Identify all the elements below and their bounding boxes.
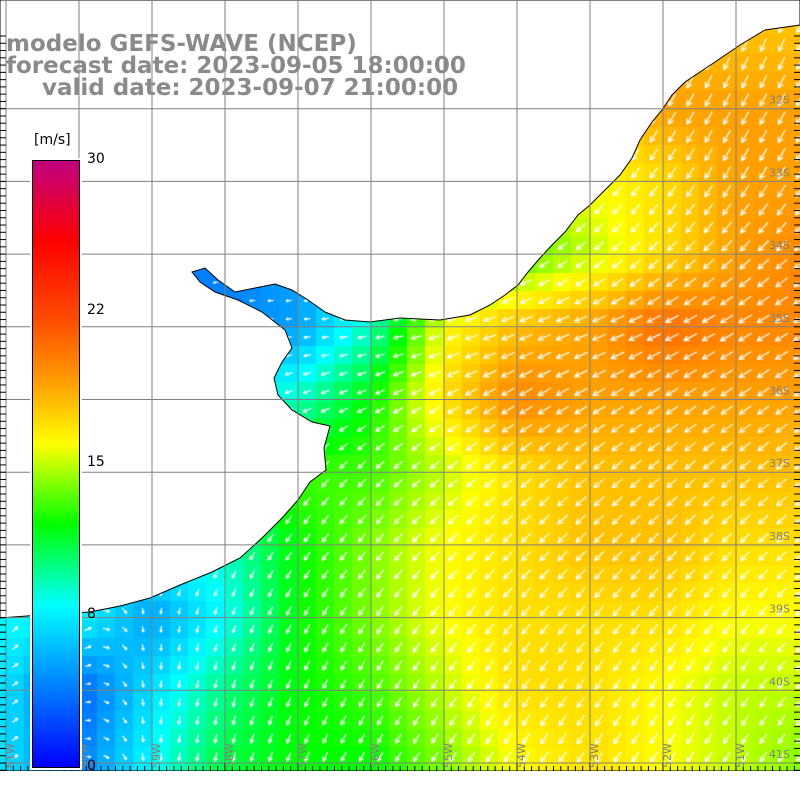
longitude-label: 51W [734, 743, 747, 768]
latitude-label: 38S [769, 530, 790, 543]
longitude-label: 52W [661, 743, 674, 768]
longitude-label: 59W [150, 743, 163, 768]
colorbar-label-8: 8 [87, 606, 96, 622]
latitude-label: 39S [769, 603, 790, 616]
graticule [0, 0, 800, 771]
latitude-label: 34S [769, 239, 790, 252]
longitude-label: 54W [515, 743, 528, 768]
bottom-margin [0, 771, 800, 800]
forecast-date: forecast date: 2023-09-05 18:00:00 [6, 53, 466, 79]
longitude-label: 60W [77, 743, 90, 768]
longitude-label: 58W [223, 743, 236, 768]
latitude-label: 32S [769, 94, 790, 107]
colorbar-label-15: 15 [87, 454, 105, 470]
longitude-label: 57W [296, 743, 309, 768]
model-title: modelo GEFS-WAVE (NCEP) [6, 31, 357, 57]
latitude-labels: 32S 33S 34S 35S 36S 37S 38S 39S 40S 41S [769, 94, 790, 761]
colorbar-label-30: 30 [87, 151, 105, 167]
latitude-label: 37S [769, 457, 790, 470]
latitude-label: 36S [769, 385, 790, 398]
longitude-label: 53W [588, 743, 601, 768]
latitude-label: 35S [769, 312, 790, 325]
latitude-label: 40S [769, 675, 790, 688]
colorbar-label-0: 0 [87, 758, 96, 774]
longitude-label: 61W [4, 743, 17, 768]
latitude-label: 33S [769, 166, 790, 179]
valid-date: valid date: 2023-09-07 21:00:00 [42, 75, 459, 101]
longitude-label: 56W [369, 743, 382, 768]
colorbar-unit: [m/s] [34, 132, 71, 148]
longitude-label: 55W [442, 743, 455, 768]
colorbar-label-22: 22 [87, 302, 105, 318]
colorbar [30, 158, 82, 770]
latitude-label: 41S [769, 748, 790, 761]
longitude-labels: 61W 60W 59W 58W 57W 56W 55W 54W 53W 52W 51W [4, 743, 747, 768]
land-mask [0, 0, 800, 619]
